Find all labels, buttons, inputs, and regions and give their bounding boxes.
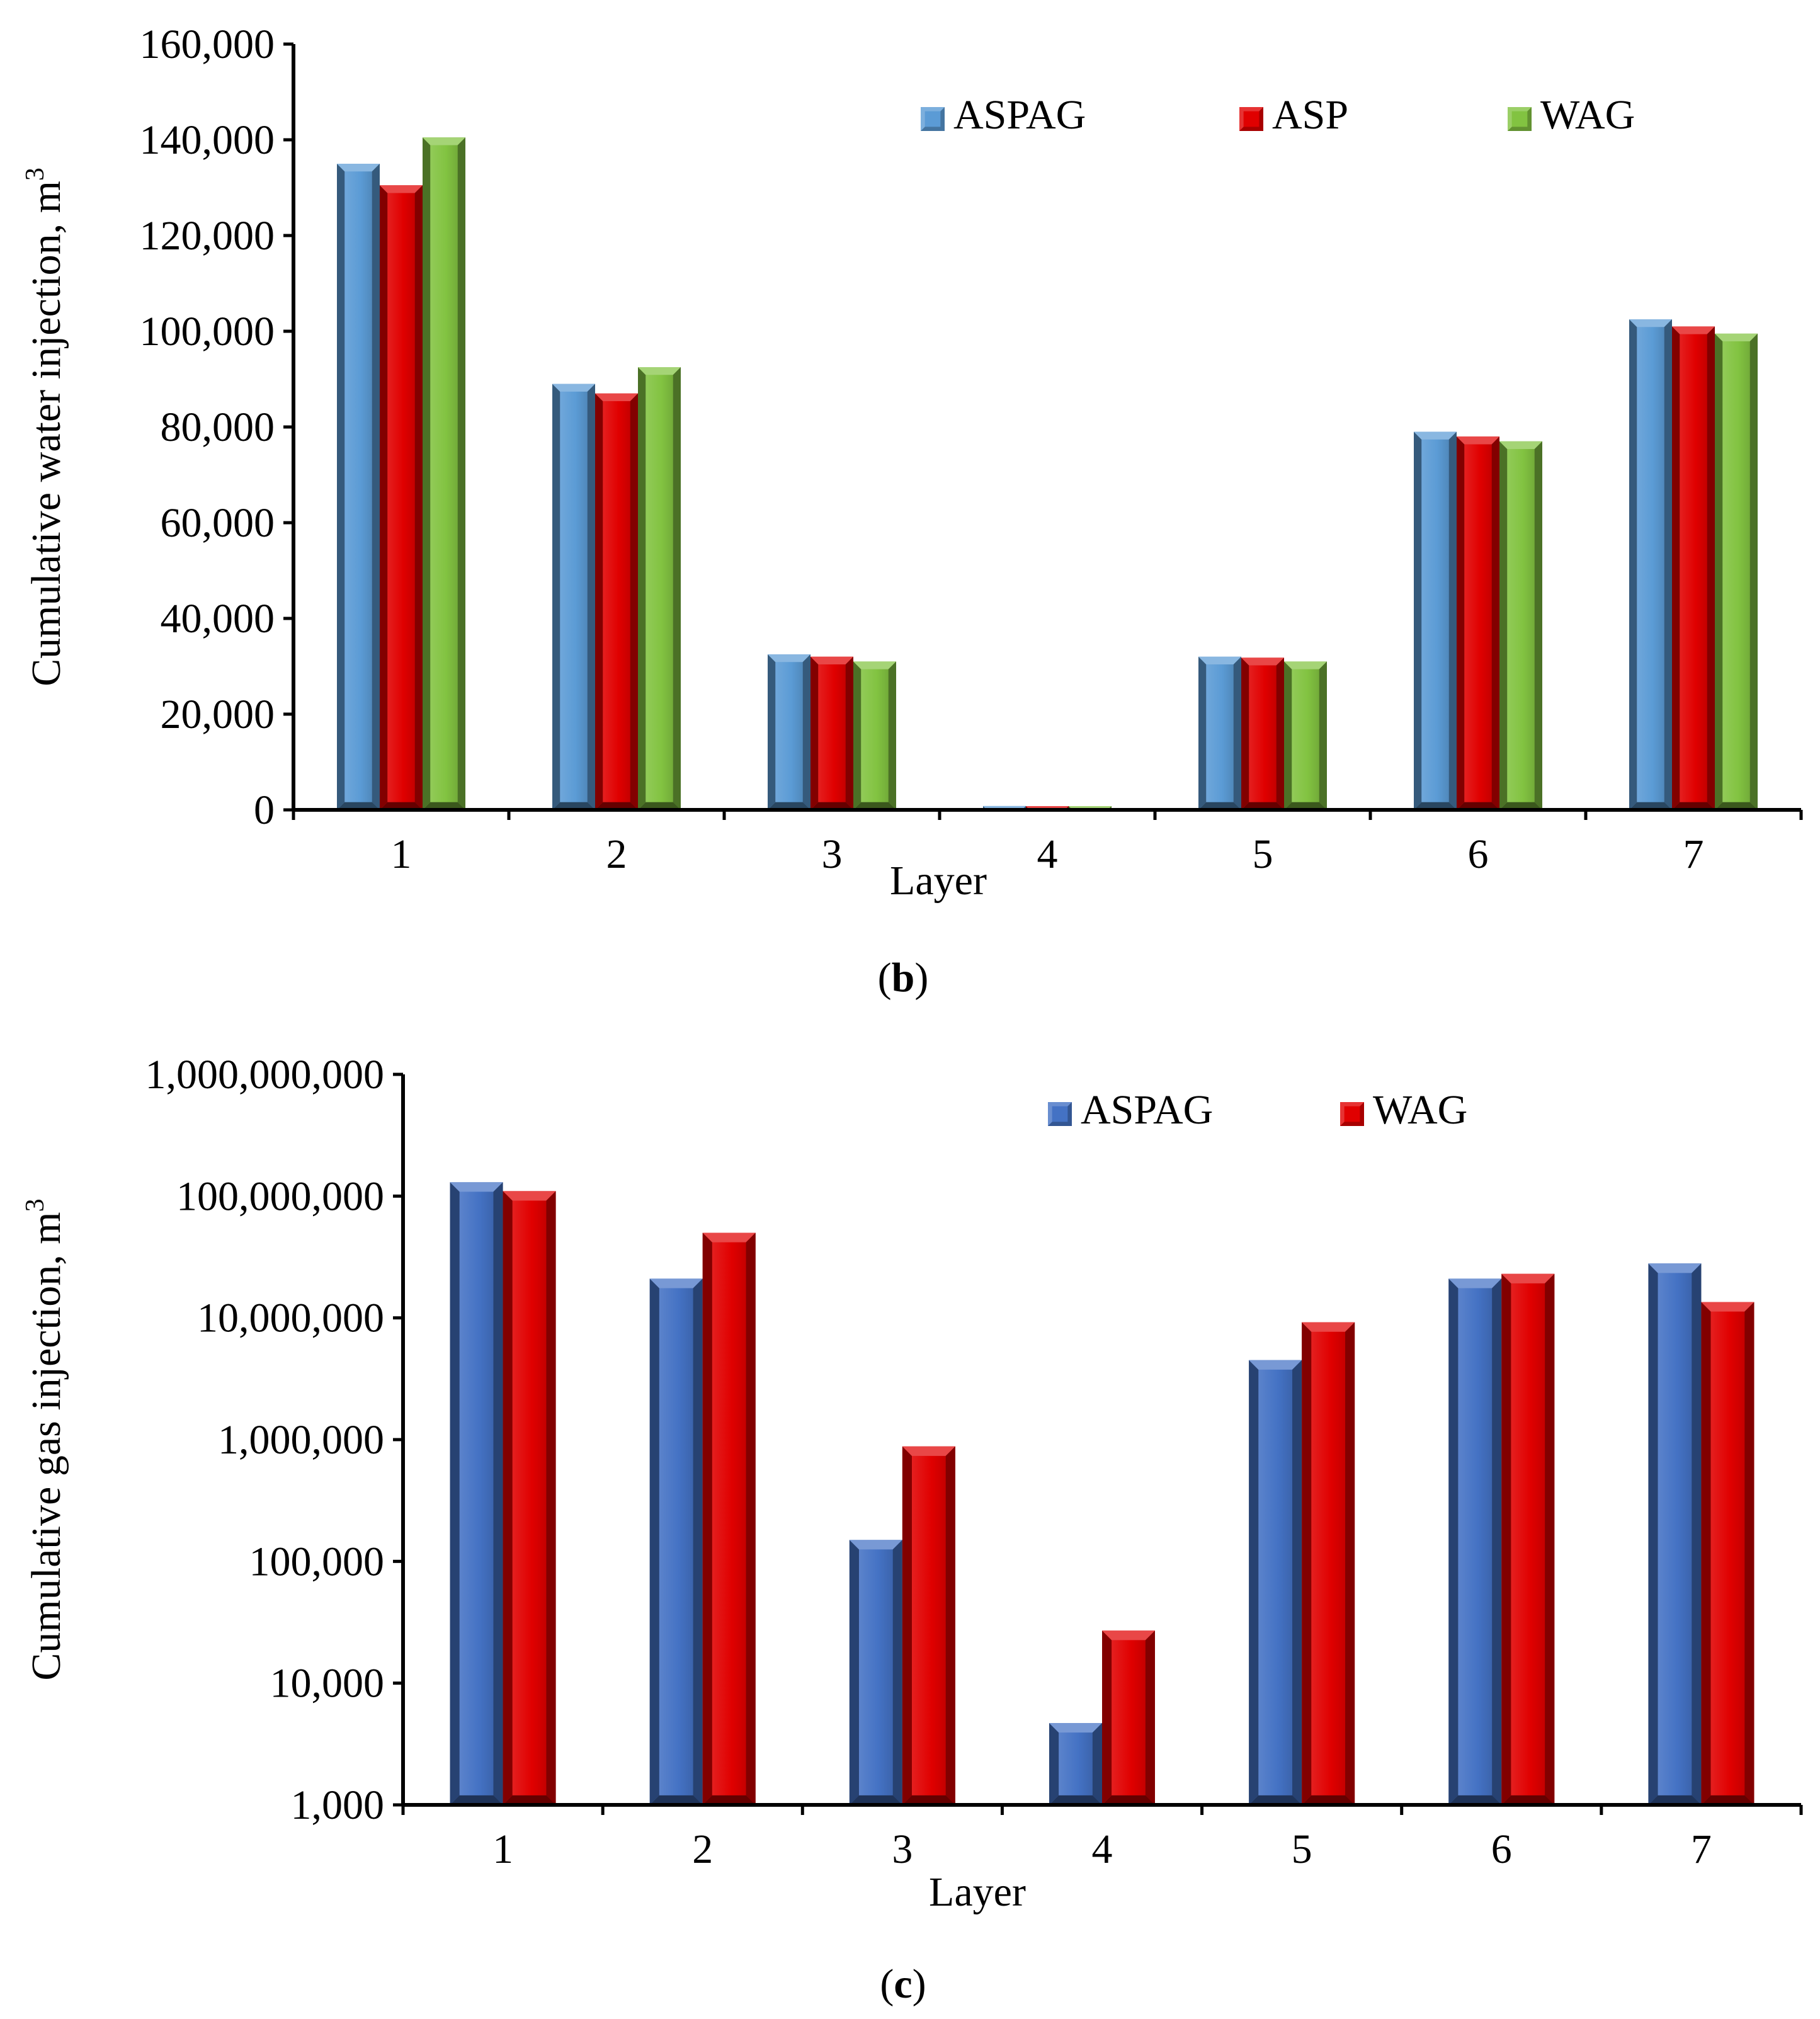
legend-item-aspag: ASPAG bbox=[921, 92, 1086, 138]
bar-asp-layer-7 bbox=[1672, 326, 1715, 810]
panel-b-bars bbox=[337, 137, 1758, 810]
legend-item-wag: WAG bbox=[1340, 1087, 1467, 1133]
bar-wag-layer-5 bbox=[1284, 661, 1327, 810]
bar-wag-layer-7 bbox=[1701, 1302, 1755, 1805]
y-tick-label: 0 bbox=[254, 787, 275, 833]
x-tick-label: 7 bbox=[1691, 1826, 1712, 1872]
legend-label: WAG bbox=[1373, 1087, 1467, 1133]
legend-label: ASP bbox=[1272, 92, 1348, 138]
x-tick-label: 3 bbox=[892, 1826, 913, 1872]
bar-aspag-layer-3 bbox=[768, 654, 810, 810]
bar-wag-layer-7 bbox=[1715, 333, 1758, 810]
panel-c-x-axis-label: Layer bbox=[929, 1869, 1026, 1915]
bar-wag-layer-1 bbox=[423, 137, 465, 810]
legend-label: ASPAG bbox=[953, 92, 1086, 138]
panel-c-y-ticks: 1,000 10,000 100,000 1,000,000 10,000,000 100… bbox=[145, 1052, 403, 1828]
panel-b-y-axis-label: Cumulative water injection, m3 bbox=[21, 168, 69, 686]
bar-aspag-layer-2 bbox=[649, 1278, 703, 1805]
bar-asp-layer-2 bbox=[595, 393, 638, 810]
panel-c-y-axis-label-text: Cumulative gas injection, m bbox=[23, 1212, 69, 1680]
panel-b-legend: ASPAG ASP WAG bbox=[921, 92, 1635, 138]
panel-b-x-ticks: 1 2 3 4 5 6 7 bbox=[292, 810, 1803, 877]
panel-b-chart: 0 20,000 40,000 60,000 80,000 100,000 120,000 1… bbox=[21, 21, 1803, 1001]
bar-aspag-layer-5 bbox=[1198, 656, 1241, 810]
panel-c-caption-close: ) bbox=[913, 1961, 926, 2007]
y-tick-label: 140,000 bbox=[140, 117, 275, 163]
y-tick-label: 60,000 bbox=[161, 500, 275, 546]
bar-aspag-layer-1 bbox=[337, 164, 380, 810]
bar-asp-layer-1 bbox=[380, 185, 423, 810]
bar-wag-layer-3 bbox=[902, 1446, 955, 1805]
panel-c-legend: ASPAG WAG bbox=[1048, 1087, 1467, 1133]
panel-b-y-ticks: 0 20,000 40,000 60,000 80,000 100,000 120,000 1… bbox=[140, 21, 293, 833]
panel-c-chart: 1,000 10,000 100,000 1,000,000 10,000,000 100… bbox=[21, 1052, 1803, 2007]
panel-c-caption-letter: c bbox=[894, 1961, 912, 2007]
bar-asp-layer-3 bbox=[810, 656, 853, 810]
bar-asp-layer-5 bbox=[1241, 657, 1284, 810]
panel-b-y-axis-label-sup: 3 bbox=[21, 168, 50, 181]
panel-c-y-axis-label-sup: 3 bbox=[21, 1198, 50, 1212]
y-tick-label: 1,000,000 bbox=[218, 1417, 384, 1463]
x-tick-label: 3 bbox=[822, 831, 843, 877]
y-tick-label: 120,000 bbox=[140, 213, 275, 259]
y-tick-label: 160,000 bbox=[140, 21, 275, 67]
x-tick-label: 2 bbox=[606, 831, 627, 877]
panel-c-caption-open: ( bbox=[880, 1961, 894, 2007]
panel-c-bars bbox=[450, 1182, 1755, 1805]
y-tick-label: 10,000,000 bbox=[197, 1295, 384, 1341]
bar-asp-layer-6 bbox=[1457, 436, 1499, 810]
bar-wag-layer-6 bbox=[1499, 441, 1542, 810]
x-tick-label: 4 bbox=[1092, 1826, 1113, 1872]
bar-wag-layer-2 bbox=[638, 367, 681, 810]
bar-aspag-layer-7 bbox=[1648, 1263, 1702, 1805]
x-tick-label: 5 bbox=[1292, 1826, 1312, 1872]
x-tick-label: 5 bbox=[1253, 831, 1273, 877]
bar-aspag-layer-1 bbox=[450, 1182, 503, 1805]
y-tick-label: 40,000 bbox=[161, 596, 275, 642]
x-tick-label: 6 bbox=[1468, 831, 1489, 877]
x-tick-label: 2 bbox=[692, 1826, 713, 1872]
bar-aspag-layer-5 bbox=[1249, 1360, 1302, 1805]
bar-aspag-layer-6 bbox=[1448, 1278, 1502, 1805]
bar-aspag-layer-3 bbox=[849, 1540, 902, 1805]
bar-wag-layer-6 bbox=[1501, 1273, 1555, 1805]
bar-aspag-layer-4 bbox=[1049, 1723, 1102, 1805]
y-tick-label: 100,000 bbox=[249, 1538, 385, 1584]
panel-b-caption-open: ( bbox=[878, 955, 892, 1001]
y-tick-label: 20,000 bbox=[161, 691, 275, 737]
panel-c-caption: (c) bbox=[880, 1961, 926, 2007]
bar-aspag-layer-2 bbox=[552, 384, 595, 810]
bar-wag-layer-5 bbox=[1302, 1322, 1355, 1805]
panel-b-caption-close: ) bbox=[914, 955, 928, 1001]
bar-wag-layer-3 bbox=[853, 661, 896, 810]
panel-c-y-axis-label: Cumulative gas injection, m3 bbox=[21, 1198, 69, 1680]
panel-b-caption-letter: b bbox=[892, 955, 915, 1001]
y-tick-label: 1,000 bbox=[291, 1782, 385, 1828]
bar-aspag-layer-7 bbox=[1629, 319, 1672, 810]
legend-item-aspag: ASPAG bbox=[1048, 1087, 1213, 1133]
panel-b-y-axis-label-text: Cumulative water injection, m bbox=[23, 181, 69, 686]
y-tick-label: 100,000,000 bbox=[176, 1173, 384, 1219]
panel-b-caption: (b) bbox=[878, 955, 929, 1001]
bar-wag-layer-2 bbox=[702, 1232, 756, 1805]
y-tick-label: 1,000,000,000 bbox=[145, 1052, 385, 1098]
bar-wag-layer-4 bbox=[1102, 1630, 1155, 1805]
x-tick-label: 6 bbox=[1491, 1826, 1512, 1872]
legend-label: ASPAG bbox=[1081, 1087, 1213, 1133]
y-tick-label: 10,000 bbox=[270, 1661, 385, 1707]
legend-item-wag: WAG bbox=[1508, 92, 1635, 138]
panel-c-x-ticks: 1 2 3 4 5 6 7 bbox=[401, 1805, 1803, 1872]
x-tick-label: 1 bbox=[391, 831, 412, 877]
legend-label: WAG bbox=[1540, 92, 1635, 138]
x-tick-label: 1 bbox=[492, 1826, 513, 1872]
y-tick-label: 80,000 bbox=[161, 404, 275, 450]
x-tick-label: 4 bbox=[1037, 831, 1058, 877]
panel-b-x-axis-label: Layer bbox=[890, 858, 987, 904]
y-tick-label: 100,000 bbox=[140, 309, 275, 355]
bar-aspag-layer-6 bbox=[1414, 431, 1457, 810]
bar-wag-layer-1 bbox=[503, 1191, 556, 1805]
x-tick-label: 7 bbox=[1683, 831, 1704, 877]
legend-item-asp: ASP bbox=[1239, 92, 1348, 138]
